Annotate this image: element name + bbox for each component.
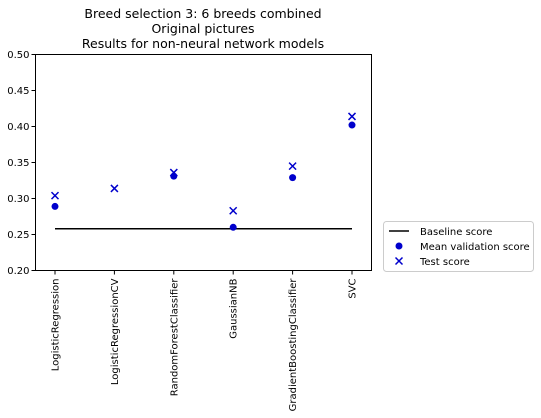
y-tick-label: 0.50: [7, 50, 29, 61]
x-tick-label: LogisticRegression: [51, 279, 62, 372]
legend-frame: [383, 221, 534, 272]
y-tick-label: 0.20: [7, 266, 29, 277]
y-tick-label: 0.25: [7, 230, 29, 241]
chart-title-line-1: Breed selection 3: 6 breeds combined: [84, 6, 321, 21]
legend-baseline-label: Baseline score: [420, 227, 492, 238]
legend-test-label: Test score: [419, 257, 470, 268]
x-tick-label: RandomForestClassifier: [169, 278, 180, 397]
y-tick-label: 0.45: [7, 86, 29, 97]
y-tick-label: 0.40: [7, 122, 29, 133]
chart-title-line-2: Original pictures: [151, 21, 254, 36]
y-tick-label: 0.30: [7, 194, 29, 205]
test-score-point: [50, 191, 60, 200]
data-marks: [50, 112, 357, 231]
chart-title: Breed selection 3: 6 breeds combined Ori…: [82, 6, 324, 51]
test-score-point: [169, 168, 178, 177]
x-tick-label: GradientBoostingClassifier: [288, 278, 299, 412]
y-axis: 0.20 0.25 0.30 0.35 0.40 0.45 0.50: [7, 50, 36, 277]
x-tick-label: SVC: [348, 278, 359, 298]
test-score-point: [288, 162, 297, 171]
x-axis: LogisticRegression LogisticRegressionCV Ra…: [51, 270, 359, 412]
y-tick-label: 0.35: [7, 158, 29, 169]
legend-validation-label: Mean validation score: [420, 242, 530, 253]
validation-score-point: [51, 202, 59, 210]
validation-score-point: [229, 223, 237, 231]
x-tick-label: GaussianNB: [229, 278, 240, 338]
plot-area: [35, 54, 372, 271]
validation-score-point: [348, 121, 356, 129]
validation-score-point: [170, 172, 178, 180]
legend: Baseline score Mean validation score Tes…: [383, 221, 534, 272]
validation-score-point: [289, 174, 297, 182]
legend-validation-swatch: [395, 242, 403, 250]
chart-title-line-3: Results for non-neural network models: [82, 36, 324, 51]
x-tick-label: LogisticRegressionCV: [110, 278, 121, 385]
test-score-point: [229, 206, 238, 215]
test-score-point: [110, 184, 119, 193]
legend-test-swatch: [394, 256, 404, 266]
test-score-point: [347, 112, 357, 121]
